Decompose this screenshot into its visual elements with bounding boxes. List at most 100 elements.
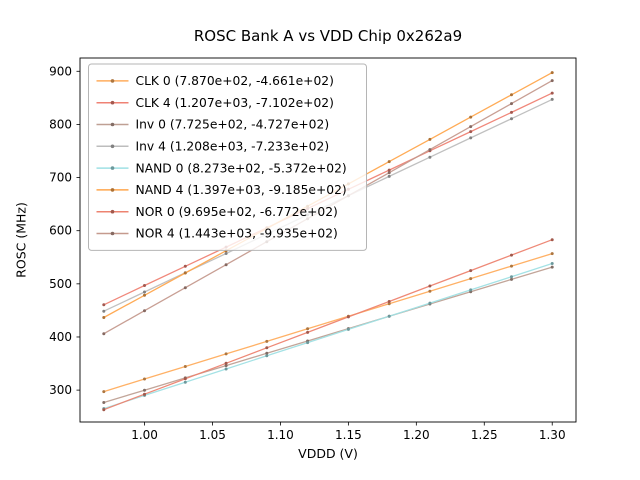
series-marker bbox=[428, 289, 432, 293]
series-marker bbox=[510, 275, 513, 279]
legend-sample-marker bbox=[110, 188, 115, 192]
series-marker bbox=[143, 284, 146, 287]
series-marker bbox=[265, 346, 269, 350]
series-marker bbox=[143, 309, 146, 313]
legend-sample-marker bbox=[110, 209, 115, 214]
series-marker bbox=[143, 293, 146, 297]
series-marker bbox=[183, 271, 187, 275]
series-marker bbox=[469, 269, 473, 273]
y-tick-label: 900 bbox=[49, 64, 72, 78]
x-tick-label: 1.00 bbox=[131, 428, 158, 442]
series-marker bbox=[143, 392, 146, 396]
legend-sample-marker bbox=[110, 166, 115, 170]
series-marker bbox=[550, 262, 554, 265]
y-tick-label: 800 bbox=[49, 117, 72, 131]
legend-entry-nand-4: NAND 4 (1.397e+03, -9.185e+02) bbox=[136, 183, 347, 197]
series-marker bbox=[428, 284, 432, 288]
series-marker bbox=[469, 288, 473, 292]
legend-sample-marker bbox=[110, 231, 115, 236]
series-marker bbox=[510, 93, 513, 97]
series-marker bbox=[387, 174, 391, 178]
series-marker bbox=[265, 339, 269, 343]
series-marker bbox=[183, 286, 187, 290]
series-marker bbox=[550, 252, 554, 256]
axes-spines bbox=[79, 57, 577, 423]
series-marker bbox=[510, 264, 513, 268]
y-tick-label: 300 bbox=[49, 383, 72, 397]
series-marker bbox=[387, 314, 391, 318]
series-marker bbox=[346, 315, 350, 319]
series-marker bbox=[102, 390, 106, 394]
legend-entry-nand-0: NAND 0 (8.273e+02, -5.372e+02) bbox=[136, 161, 347, 175]
series-marker bbox=[224, 263, 228, 267]
x-tick-label: 1.25 bbox=[471, 428, 498, 442]
series-marker bbox=[265, 351, 269, 355]
series-marker bbox=[224, 364, 228, 368]
series-marker bbox=[102, 309, 106, 313]
series-marker bbox=[102, 316, 106, 319]
series-marker bbox=[143, 388, 146, 392]
x-axis-label: VDDD (V) bbox=[298, 446, 358, 461]
series-marker bbox=[183, 264, 187, 268]
series-line-nand-0 bbox=[103, 262, 553, 410]
y-axis-label: ROSC (MHz) bbox=[13, 202, 29, 278]
series-marker bbox=[224, 252, 228, 255]
series-marker bbox=[387, 300, 391, 303]
y-tick-label: 600 bbox=[49, 224, 72, 238]
series-marker bbox=[387, 302, 391, 306]
series-marker bbox=[102, 332, 106, 336]
legend-sample-marker bbox=[110, 144, 115, 149]
series-marker bbox=[428, 155, 432, 159]
series-marker bbox=[550, 79, 554, 83]
series-marker bbox=[306, 327, 310, 331]
series-marker bbox=[510, 253, 513, 257]
legend-entry-nor-0: NOR 0 (9.695e+02, -6.772e+02) bbox=[136, 205, 338, 219]
legend-entry-clk-4: CLK 4 (1.207e+03, -7.102e+02) bbox=[136, 96, 334, 110]
series-marker bbox=[306, 330, 310, 334]
series-marker bbox=[224, 361, 228, 365]
series-marker bbox=[510, 110, 513, 114]
series-marker bbox=[510, 117, 513, 121]
series-marker bbox=[224, 367, 228, 371]
series-marker bbox=[387, 160, 391, 164]
x-tick-label: 1.05 bbox=[199, 428, 226, 442]
series-marker bbox=[550, 238, 554, 242]
chart-title: ROSC Bank A vs VDD Chip 0x262a9 bbox=[193, 27, 463, 45]
y-tick-label: 500 bbox=[49, 277, 72, 291]
legend-entry-nor-4: NOR 4 (1.443e+03, -9.935e+02) bbox=[136, 227, 338, 241]
series-marker bbox=[143, 290, 146, 294]
series-marker bbox=[306, 341, 310, 345]
series-marker bbox=[346, 327, 350, 331]
legend-sample-marker bbox=[110, 122, 115, 127]
series-marker bbox=[469, 130, 473, 134]
series-marker bbox=[469, 277, 473, 281]
series-marker bbox=[387, 171, 391, 175]
series-marker bbox=[428, 301, 432, 305]
series-marker bbox=[469, 136, 473, 140]
series-marker bbox=[469, 125, 473, 129]
legend-sample-marker bbox=[110, 79, 115, 83]
series-marker bbox=[550, 71, 554, 75]
series-marker bbox=[428, 148, 432, 152]
x-tick-label: 1.15 bbox=[335, 428, 362, 442]
series-marker bbox=[550, 91, 554, 95]
x-tick-label: 1.30 bbox=[539, 428, 566, 442]
series-line-nor-0 bbox=[103, 239, 553, 411]
legend-box bbox=[88, 63, 367, 251]
series-marker bbox=[469, 115, 473, 119]
x-tick-label: 1.10 bbox=[267, 428, 294, 442]
series-marker bbox=[510, 277, 513, 281]
series-line-inv-0 bbox=[103, 266, 553, 404]
series-line-clk-0 bbox=[103, 252, 553, 393]
y-tick-label: 400 bbox=[49, 330, 72, 344]
x-tick-label: 1.20 bbox=[403, 428, 430, 442]
series-marker bbox=[550, 97, 554, 101]
series-marker bbox=[428, 137, 432, 141]
series-marker bbox=[183, 365, 187, 368]
series-marker bbox=[102, 408, 106, 412]
series-marker bbox=[183, 377, 187, 381]
legend-entry-inv-4: Inv 4 (1.208e+03, -7.233e+02) bbox=[136, 140, 330, 154]
series-marker bbox=[224, 352, 228, 356]
